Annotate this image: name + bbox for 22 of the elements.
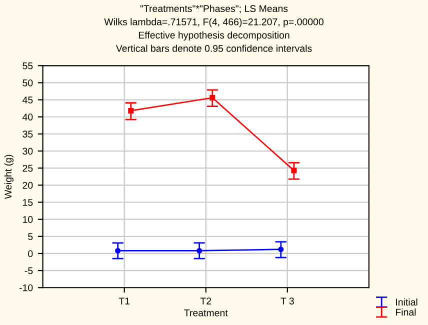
y-tick-label: -10: [19, 284, 33, 292]
y-tick-label: 30: [22, 148, 33, 155]
legend-label: Initial: [396, 298, 418, 306]
y-tick-label: 15: [23, 199, 33, 206]
y-tick-label: 5: [28, 233, 33, 240]
y-tick-label: 20: [22, 182, 33, 189]
y-tick-label: 0: [28, 250, 33, 258]
legend-label: Final: [396, 308, 416, 316]
y-tick-label: 25: [22, 164, 33, 172]
y-tick-label: 55: [22, 62, 33, 70]
x-tick-label: T1: [118, 298, 130, 304]
y-tick-label: 45: [22, 96, 33, 104]
y-tick-label: 35: [22, 130, 33, 138]
y-axis-title: Weight (g): [4, 154, 14, 199]
x-tick-label: T 3: [280, 298, 294, 304]
x-axis-title: Treatment: [184, 310, 228, 316]
y-tick-label: -5: [24, 267, 33, 274]
x-tick-label: T2: [200, 298, 212, 304]
chart-title: "Treatments"*"Phases"; LS Means Wilks lambda=.71571, F(4, 466)=21.207, p=.00000 Effective hypothesis decomposition Vertical bars denote 0.95 confidence intervals: [104, 4, 324, 52]
y-tick-label: 10: [23, 216, 33, 223]
y-tick-label: 40: [22, 114, 33, 120]
y-tick-label: 50: [22, 79, 33, 86]
